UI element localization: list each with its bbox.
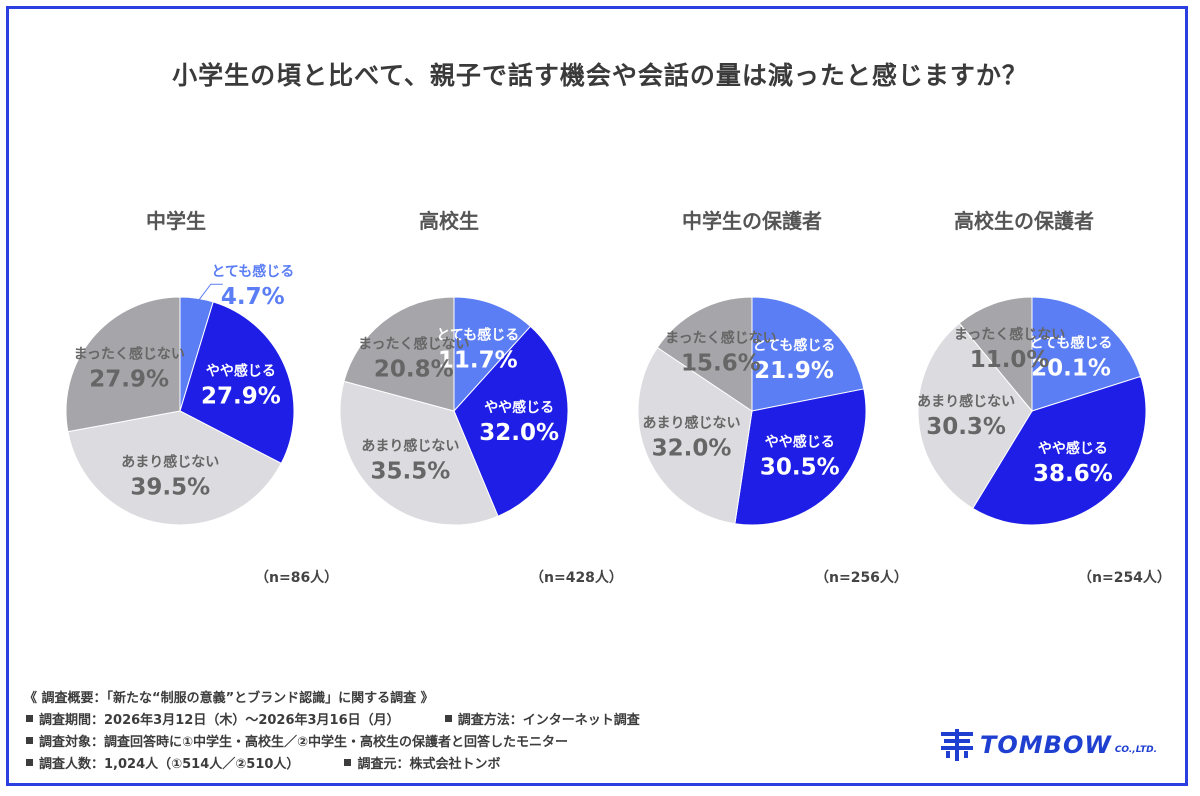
bullet-icon [26,715,33,722]
pie-slice-amari [339,380,499,526]
slice-label-totemo: とても感じる [1030,335,1113,352]
slice-value-mattaku: 15.6% [681,351,761,377]
footer-period: 調査期間：2026年3月12日（木）～2026年3月16日（月） [39,713,400,728]
slice-value-mattaku: 20.8% [374,357,454,383]
slice-value-yaya: 30.5% [760,455,840,481]
slice-value-totemo: 21.9% [754,358,834,384]
slice-value-amari: 35.5% [371,459,451,485]
slice-value-totemo: 11.7% [438,347,518,373]
slice-value-mattaku: 11.0% [970,347,1050,373]
bullet-icon [344,759,352,766]
slice-label-yaya: やや感じる [1038,440,1108,457]
slice-label-totemo: とても感じる [211,263,294,280]
chart-n-3: （n=256人） [815,570,908,586]
slice-label-totemo: とても感じる [753,337,836,354]
footer-row-3: 調査人数：1,024人（①514人／②510人） 調査元：株式会社トンボ [24,754,640,776]
pie-slice-totemo [1031,296,1142,412]
pie-slice-amari [67,410,282,526]
pie-slice-totemo [453,296,532,413]
pie-slice-yaya [972,375,1147,526]
chart-title-2: 高校生 [419,209,479,233]
chart-title-3: 中学生の保護者 [682,209,822,233]
slice-value-yaya: 32.0% [479,420,559,446]
pie-slice-amari [917,322,1033,510]
pie-slice-yaya [734,388,867,526]
slice-label-totemo: とても感じる [436,326,519,343]
footer-method: 調査方法：インターネット調査 [457,713,640,728]
slice-value-yaya: 27.9% [201,383,281,409]
logo-suffix: CO.,LTD. [1114,745,1157,755]
slice-value-totemo: 20.1% [1031,356,1111,382]
pie-slice-amari [637,346,753,525]
bullet-icon [26,737,33,744]
slice-label-mattaku: まったく感じない [73,346,184,363]
slice-value-amari: 30.3% [926,414,1006,440]
leader-line [198,283,223,301]
chart-title-1: 中学生 [146,209,206,233]
pie-slice-mattaku [958,296,1033,413]
slice-value-amari: 32.0% [652,436,732,462]
survey-footer: 《 調査概要：「新たな“制服の意義”とブランド認識」に関する調査 》 調査期間：… [24,688,640,776]
chart-n-1: （n=86人） [255,570,339,586]
chart-n-2: （n=428人） [530,570,623,586]
slice-label-amari: あまり感じない [121,453,219,470]
footer-row-1: 調査期間：2026年3月12日（木）～2026年3月16日（月） 調査方法：イン… [24,710,640,732]
slice-value-totemo: 4.7% [221,284,285,310]
pie-slice-yaya [453,325,569,517]
footer-source: 調査元：株式会社トンボ [357,757,501,772]
page-title: 小学生の頃と比べて、親子で話す機会や会話の量は減ったと感じますか？ [172,61,1028,90]
slice-label-amari: あまり感じない [643,415,741,432]
chart-n-4: （n=254人） [1078,570,1171,586]
footer-target: 調査対象：調査回答時に①中学生・高校生／②中学生・高校生の保護者と回答したモニタ… [39,735,569,750]
pie-slice-mattaku [656,296,753,412]
slice-label-yaya: やや感じる [206,362,276,379]
pie-slice-yaya [179,301,295,465]
bullet-icon [444,715,452,722]
tombow-logo-icon [941,729,973,761]
slice-label-mattaku: まったく感じない [358,336,469,353]
footer-count: 調査人数：1,024人（①514人／②510人） [39,757,300,772]
slice-label-mattaku: まったく感じない [954,326,1065,343]
pie-slice-mattaku [65,296,181,433]
slice-value-mattaku: 27.9% [89,367,169,393]
tombow-logo: TOMBOW CO.,LTD. [940,728,1157,762]
footer-row-2: 調査対象：調査回答時に①中学生・高校生／②中学生・高校生の保護者と回答したモニタ… [24,732,640,754]
footer-heading: 《 調査概要：「新たな“制服の意義”とブランド認識」に関する調査 》 [24,691,434,706]
slice-label-yaya: やや感じる [484,399,554,416]
slice-label-amari: あまり感じない [361,438,459,455]
logo-text: TOMBOW [980,731,1112,759]
slice-value-yaya: 38.6% [1033,461,1113,487]
slice-value-amari: 39.5% [130,474,210,500]
slice-label-mattaku: まったく感じない [665,330,776,347]
bullet-icon [26,759,33,766]
chart-title-4: 高校生の保護者 [954,209,1094,233]
slice-label-amari: あまり感じない [917,393,1015,410]
pie-slice-mattaku [343,296,455,412]
pie-slice-totemo [751,296,865,412]
slice-label-yaya: やや感じる [765,434,835,451]
